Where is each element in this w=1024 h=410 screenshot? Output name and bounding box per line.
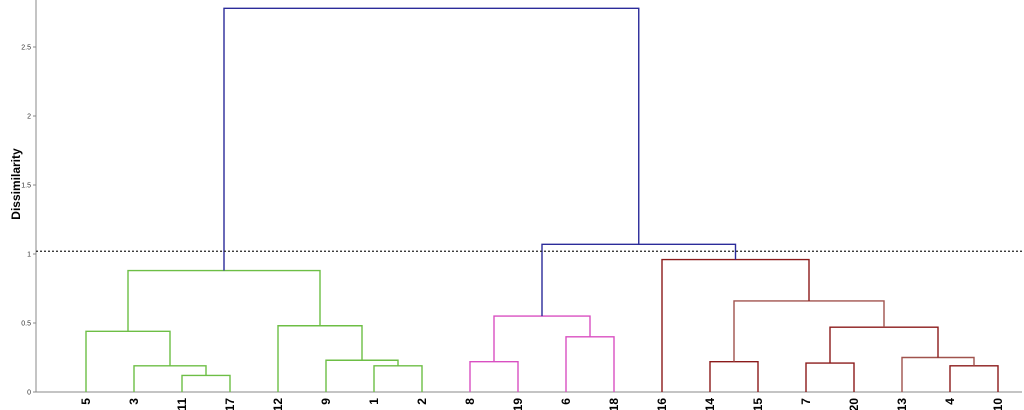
- x-tick-label: 15: [751, 398, 765, 410]
- x-tick-label: 20: [847, 398, 861, 410]
- dendrogram-link: [469, 360, 519, 392]
- y-tick-label: 2.5: [21, 45, 31, 52]
- dendrogram-link: [901, 356, 975, 392]
- dendrogram-link: [733, 300, 885, 362]
- x-tick-label: 7: [799, 398, 813, 405]
- dendrogram-link: [949, 365, 999, 392]
- dendrogram-link: [373, 365, 423, 392]
- dendrogram-link: [709, 360, 759, 392]
- x-tick-label: 3: [127, 398, 141, 405]
- dendrogram-link: [181, 374, 231, 392]
- dendrogram-link: [325, 359, 399, 392]
- x-tick-label: 10: [991, 398, 1005, 410]
- dendrogram-link: [541, 243, 737, 317]
- x-tick-label: 11: [175, 398, 189, 410]
- dendrogram-links: [85, 7, 999, 392]
- y-tick-label: 0: [27, 390, 31, 397]
- x-tick-label: 6: [559, 398, 573, 405]
- x-tick-label: 4: [943, 398, 957, 405]
- x-tick-label: 19: [511, 398, 525, 410]
- x-tick-label: 13: [895, 398, 909, 410]
- x-tick-label: 17: [223, 398, 237, 410]
- x-tick-label: 18: [607, 398, 621, 410]
- x-tick-label: 9: [319, 398, 333, 405]
- dendrogram-link: [493, 315, 591, 362]
- y-tick-label: 2: [27, 114, 31, 121]
- y-ticks: 0 0.5 1 1.5 2 2.5: [21, 45, 36, 397]
- dendrogram-link: [565, 336, 615, 392]
- dendrogram-link: [277, 325, 363, 392]
- dendrogram-link: [805, 362, 855, 392]
- x-tick-label: 14: [703, 398, 717, 410]
- x-tick-label: 12: [271, 398, 285, 410]
- y-tick-label: 1: [27, 252, 31, 259]
- x-tick-label: 5: [79, 398, 93, 405]
- dendrogram-link: [85, 330, 171, 392]
- dendrogram-link: [661, 258, 810, 392]
- x-tick-label: 8: [463, 398, 477, 405]
- x-tick-label: 2: [415, 398, 429, 405]
- x-tick-label: 1: [367, 398, 381, 405]
- x-tick-label: 16: [655, 398, 669, 410]
- dendrogram-link: [133, 365, 207, 392]
- y-tick-label: 0.5: [21, 321, 31, 328]
- dendrogram-link: [127, 269, 321, 332]
- y-tick-label: 1.5: [21, 183, 31, 190]
- y-axis-label: Dissimilarity: [9, 148, 23, 220]
- dendrogram-link: [223, 7, 640, 271]
- x-tick-labels: 5 3 11 17 12 9 1 2 8 19 6 18 16 14 15 7 20 13 4 10: [79, 398, 1005, 410]
